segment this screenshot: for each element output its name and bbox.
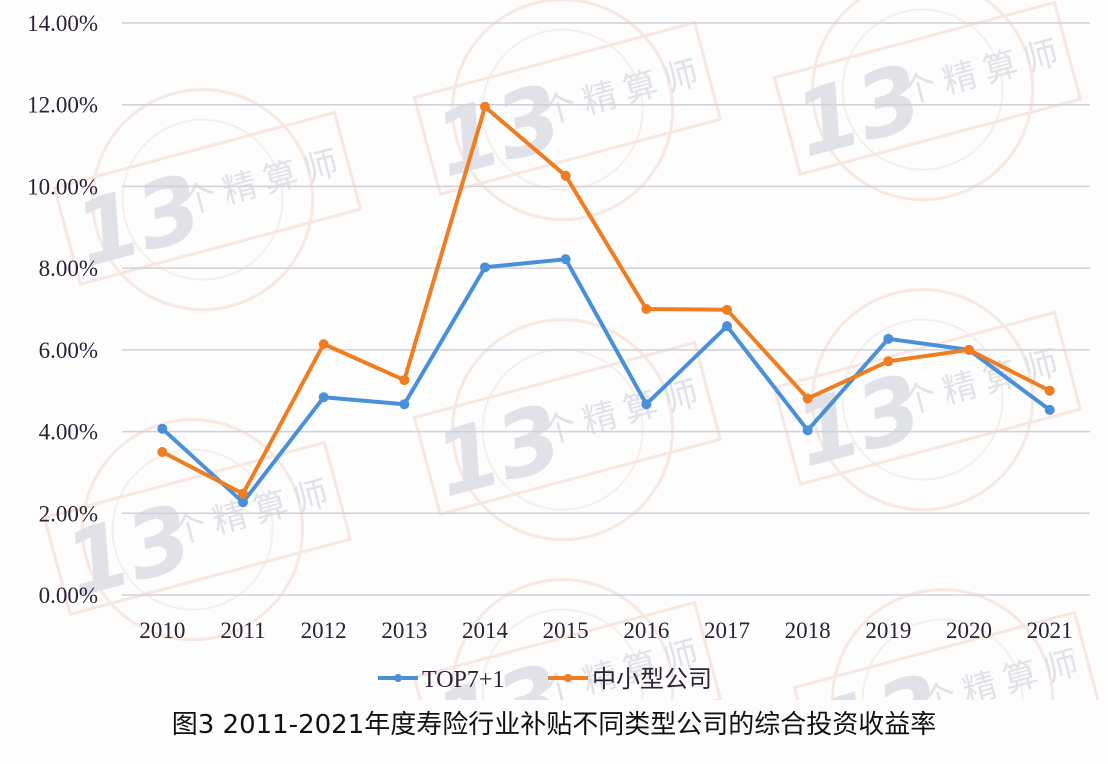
x-tick-label: 2019 (865, 618, 911, 643)
svg-text:个精算师: 个精算师 (538, 371, 711, 453)
x-tick-label: 2015 (543, 618, 589, 643)
y-tick-label: 2.00% (39, 501, 98, 526)
y-tick-label: 4.00% (39, 420, 98, 445)
x-tick-label: 2016 (623, 618, 669, 643)
svg-text:个精算师: 个精算师 (168, 471, 341, 553)
data-point (802, 393, 813, 404)
x-tick-label: 2020 (946, 618, 992, 643)
legend-item: 中小型公司 (548, 666, 712, 693)
x-tick-label: 2014 (462, 618, 509, 643)
data-point (399, 399, 410, 410)
x-tick-label: 2021 (1027, 618, 1073, 643)
legend-label: TOP7+1 (422, 667, 504, 693)
line-chart: 13个精算师13个精算师13个精算师13个精算师13个精算师13个精算师13个精… (27, 0, 1103, 700)
svg-text:个精算师: 个精算师 (178, 141, 351, 223)
data-point (964, 344, 974, 355)
data-point (238, 497, 248, 508)
svg-text:个精算师: 个精算师 (538, 51, 711, 133)
x-tick-label: 2017 (704, 618, 750, 643)
legend-item: TOP7+1 (378, 667, 504, 693)
data-point (883, 333, 894, 344)
chart-caption: 图3 2011-2021年度寿险行业补贴不同类型公司的综合投资收益率 (171, 710, 937, 740)
data-point (157, 447, 168, 457)
data-point (560, 170, 571, 181)
x-axis: 2010 2011 2012 2013 2014 2015 2016 2017 2018 2019… (139, 618, 1072, 643)
x-tick-label: 2018 (785, 618, 831, 643)
series-small-medium-companies (157, 101, 1055, 499)
y-tick-label: 0.00% (39, 583, 98, 608)
data-point (641, 399, 652, 410)
gridlines (122, 22, 1090, 596)
data-point (802, 425, 813, 436)
data-point (238, 488, 248, 499)
svg-text:个精算师: 个精算师 (898, 31, 1071, 113)
data-point (641, 304, 652, 314)
y-axis: 0.00% 2.00% 4.00% 6.00% 8.00% 10.00% 12.00% 14.… (27, 11, 98, 608)
data-point (722, 304, 732, 315)
data-point (883, 356, 894, 367)
x-tick-label: 2010 (139, 618, 185, 643)
x-tick-label: 2011 (220, 618, 265, 643)
legend-label: 中小型公司 (592, 666, 712, 693)
data-point (480, 262, 490, 273)
legend: TOP7+1 中小型公司 (378, 666, 712, 693)
data-point (722, 321, 732, 332)
y-tick-label: 10.00% (27, 174, 98, 199)
y-tick-label: 12.00% (27, 93, 98, 118)
series-layer (157, 101, 1055, 508)
data-point (1044, 404, 1055, 415)
x-tick-label: 2012 (301, 618, 347, 643)
data-point (157, 423, 168, 434)
data-point (1044, 385, 1055, 396)
y-tick-label: 14.00% (27, 11, 98, 36)
y-tick-label: 8.00% (39, 256, 98, 281)
x-tick-label: 2013 (381, 618, 427, 643)
svg-text:个精算师: 个精算师 (898, 341, 1071, 423)
y-tick-label: 6.00% (39, 338, 98, 363)
data-point (480, 101, 490, 112)
data-point (399, 375, 410, 386)
data-point (560, 254, 571, 265)
data-point (318, 392, 329, 403)
data-point (318, 339, 329, 350)
